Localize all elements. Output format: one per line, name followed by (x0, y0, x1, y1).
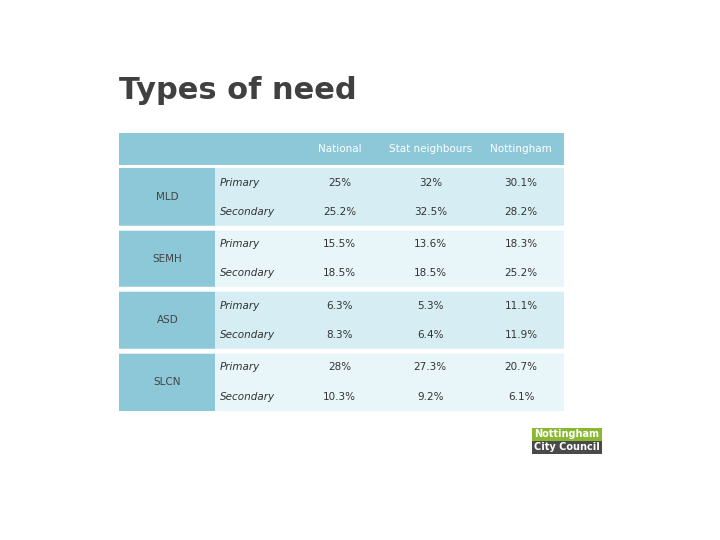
Text: MLD: MLD (156, 192, 179, 202)
Text: 25.2%: 25.2% (505, 268, 538, 279)
Bar (297, 132, 382, 165)
Text: 6.4%: 6.4% (417, 330, 444, 340)
Text: 5.3%: 5.3% (417, 301, 444, 311)
Bar (297, 197, 382, 226)
Text: Secondary: Secondary (220, 330, 275, 340)
Bar (478, 353, 564, 382)
Bar (297, 291, 382, 320)
Bar (120, 230, 215, 259)
Bar (215, 197, 297, 226)
Text: 15.5%: 15.5% (323, 239, 356, 249)
Text: 9.2%: 9.2% (417, 392, 444, 402)
Bar (215, 382, 297, 411)
Text: 8.3%: 8.3% (326, 330, 353, 340)
Bar (297, 168, 382, 197)
Bar (478, 320, 564, 350)
Bar (382, 291, 478, 320)
Bar (120, 197, 215, 226)
Bar (120, 168, 215, 197)
Bar (478, 382, 564, 411)
Bar (120, 320, 215, 350)
Text: Secondary: Secondary (220, 268, 275, 279)
Text: Nottingham: Nottingham (534, 429, 599, 440)
Bar (478, 291, 564, 320)
Bar (215, 132, 297, 165)
Bar (478, 168, 564, 197)
Bar (215, 168, 297, 197)
Text: Primary: Primary (220, 178, 260, 187)
Bar (382, 353, 478, 382)
Text: Types of need: Types of need (120, 76, 357, 105)
Text: SEMH: SEMH (153, 254, 182, 264)
Text: City Council: City Council (534, 442, 600, 453)
Bar (215, 353, 297, 382)
Text: 11.1%: 11.1% (505, 301, 538, 311)
Bar (215, 291, 297, 320)
Bar (532, 428, 601, 441)
Text: Primary: Primary (220, 301, 260, 311)
Text: 32.5%: 32.5% (414, 207, 447, 217)
Text: 13.6%: 13.6% (414, 239, 447, 249)
Bar (478, 132, 564, 165)
Bar (120, 382, 215, 411)
Bar (120, 291, 215, 320)
Bar (297, 353, 382, 382)
Text: ASD: ASD (156, 315, 179, 326)
Bar (382, 230, 478, 259)
Bar (478, 230, 564, 259)
Text: SLCN: SLCN (153, 377, 181, 387)
Bar (478, 197, 564, 226)
Bar (297, 230, 382, 259)
Bar (382, 197, 478, 226)
Text: National: National (318, 144, 361, 154)
Text: 18.5%: 18.5% (414, 268, 447, 279)
Bar (382, 132, 478, 165)
Bar (120, 259, 215, 288)
Bar (382, 168, 478, 197)
Text: 25%: 25% (328, 178, 351, 187)
Text: Stat neighbours: Stat neighbours (389, 144, 472, 154)
Text: Primary: Primary (220, 239, 260, 249)
Bar (215, 230, 297, 259)
Text: 28.2%: 28.2% (505, 207, 538, 217)
Bar (382, 259, 478, 288)
Text: 30.1%: 30.1% (505, 178, 538, 187)
Text: 10.3%: 10.3% (323, 392, 356, 402)
Text: 28%: 28% (328, 362, 351, 373)
Text: 27.3%: 27.3% (414, 362, 447, 373)
Bar (297, 382, 382, 411)
Bar (297, 259, 382, 288)
Bar (382, 382, 478, 411)
Text: 6.1%: 6.1% (508, 392, 534, 402)
Bar (297, 320, 382, 350)
Text: 25.2%: 25.2% (323, 207, 356, 217)
Bar (382, 320, 478, 350)
Text: 18.5%: 18.5% (323, 268, 356, 279)
Text: Nottingham: Nottingham (490, 144, 552, 154)
Text: 20.7%: 20.7% (505, 362, 538, 373)
Bar (478, 259, 564, 288)
Text: 11.9%: 11.9% (505, 330, 538, 340)
Text: Secondary: Secondary (220, 207, 275, 217)
Bar (532, 441, 601, 454)
Text: Primary: Primary (220, 362, 260, 373)
Text: 32%: 32% (418, 178, 442, 187)
Text: 18.3%: 18.3% (505, 239, 538, 249)
Text: 6.3%: 6.3% (326, 301, 353, 311)
Bar (120, 353, 215, 382)
Text: Secondary: Secondary (220, 392, 275, 402)
Bar (215, 320, 297, 350)
Bar (120, 132, 215, 165)
Bar (215, 259, 297, 288)
